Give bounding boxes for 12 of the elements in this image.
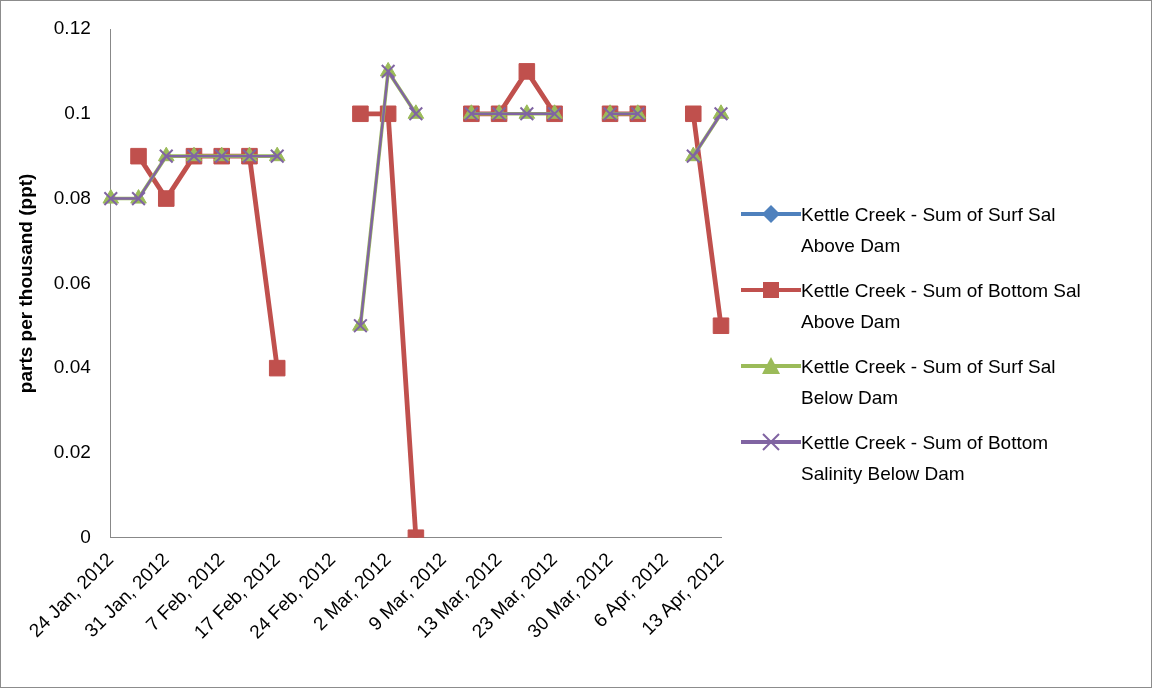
y-tick-label: 0.08 (53, 186, 91, 208)
y-tick-label: 0 (80, 525, 91, 547)
y-tick-label: 0.04 (53, 356, 92, 378)
y-tick-label: 0.12 (53, 17, 91, 39)
legend-label: Kettle Creek - Sum of Bottom Sal Above Dam (801, 279, 1082, 334)
y-tick-label: 0.02 (53, 441, 91, 463)
y-tick-label: 0.06 (53, 271, 91, 293)
legend-label: Kettle Creek - Sum of Bottom Salinity Below Dam (801, 431, 1050, 486)
legend-label: Kettle Creek - Sum of Surf Sal Above Dam (801, 203, 1057, 258)
y-tick-label: 0.1 (64, 102, 91, 124)
y-axis-title: parts per thousand (ppt) (14, 173, 36, 394)
legend-label: Kettle Creek - Sum of Surf Sal Below Dam (801, 355, 1057, 410)
